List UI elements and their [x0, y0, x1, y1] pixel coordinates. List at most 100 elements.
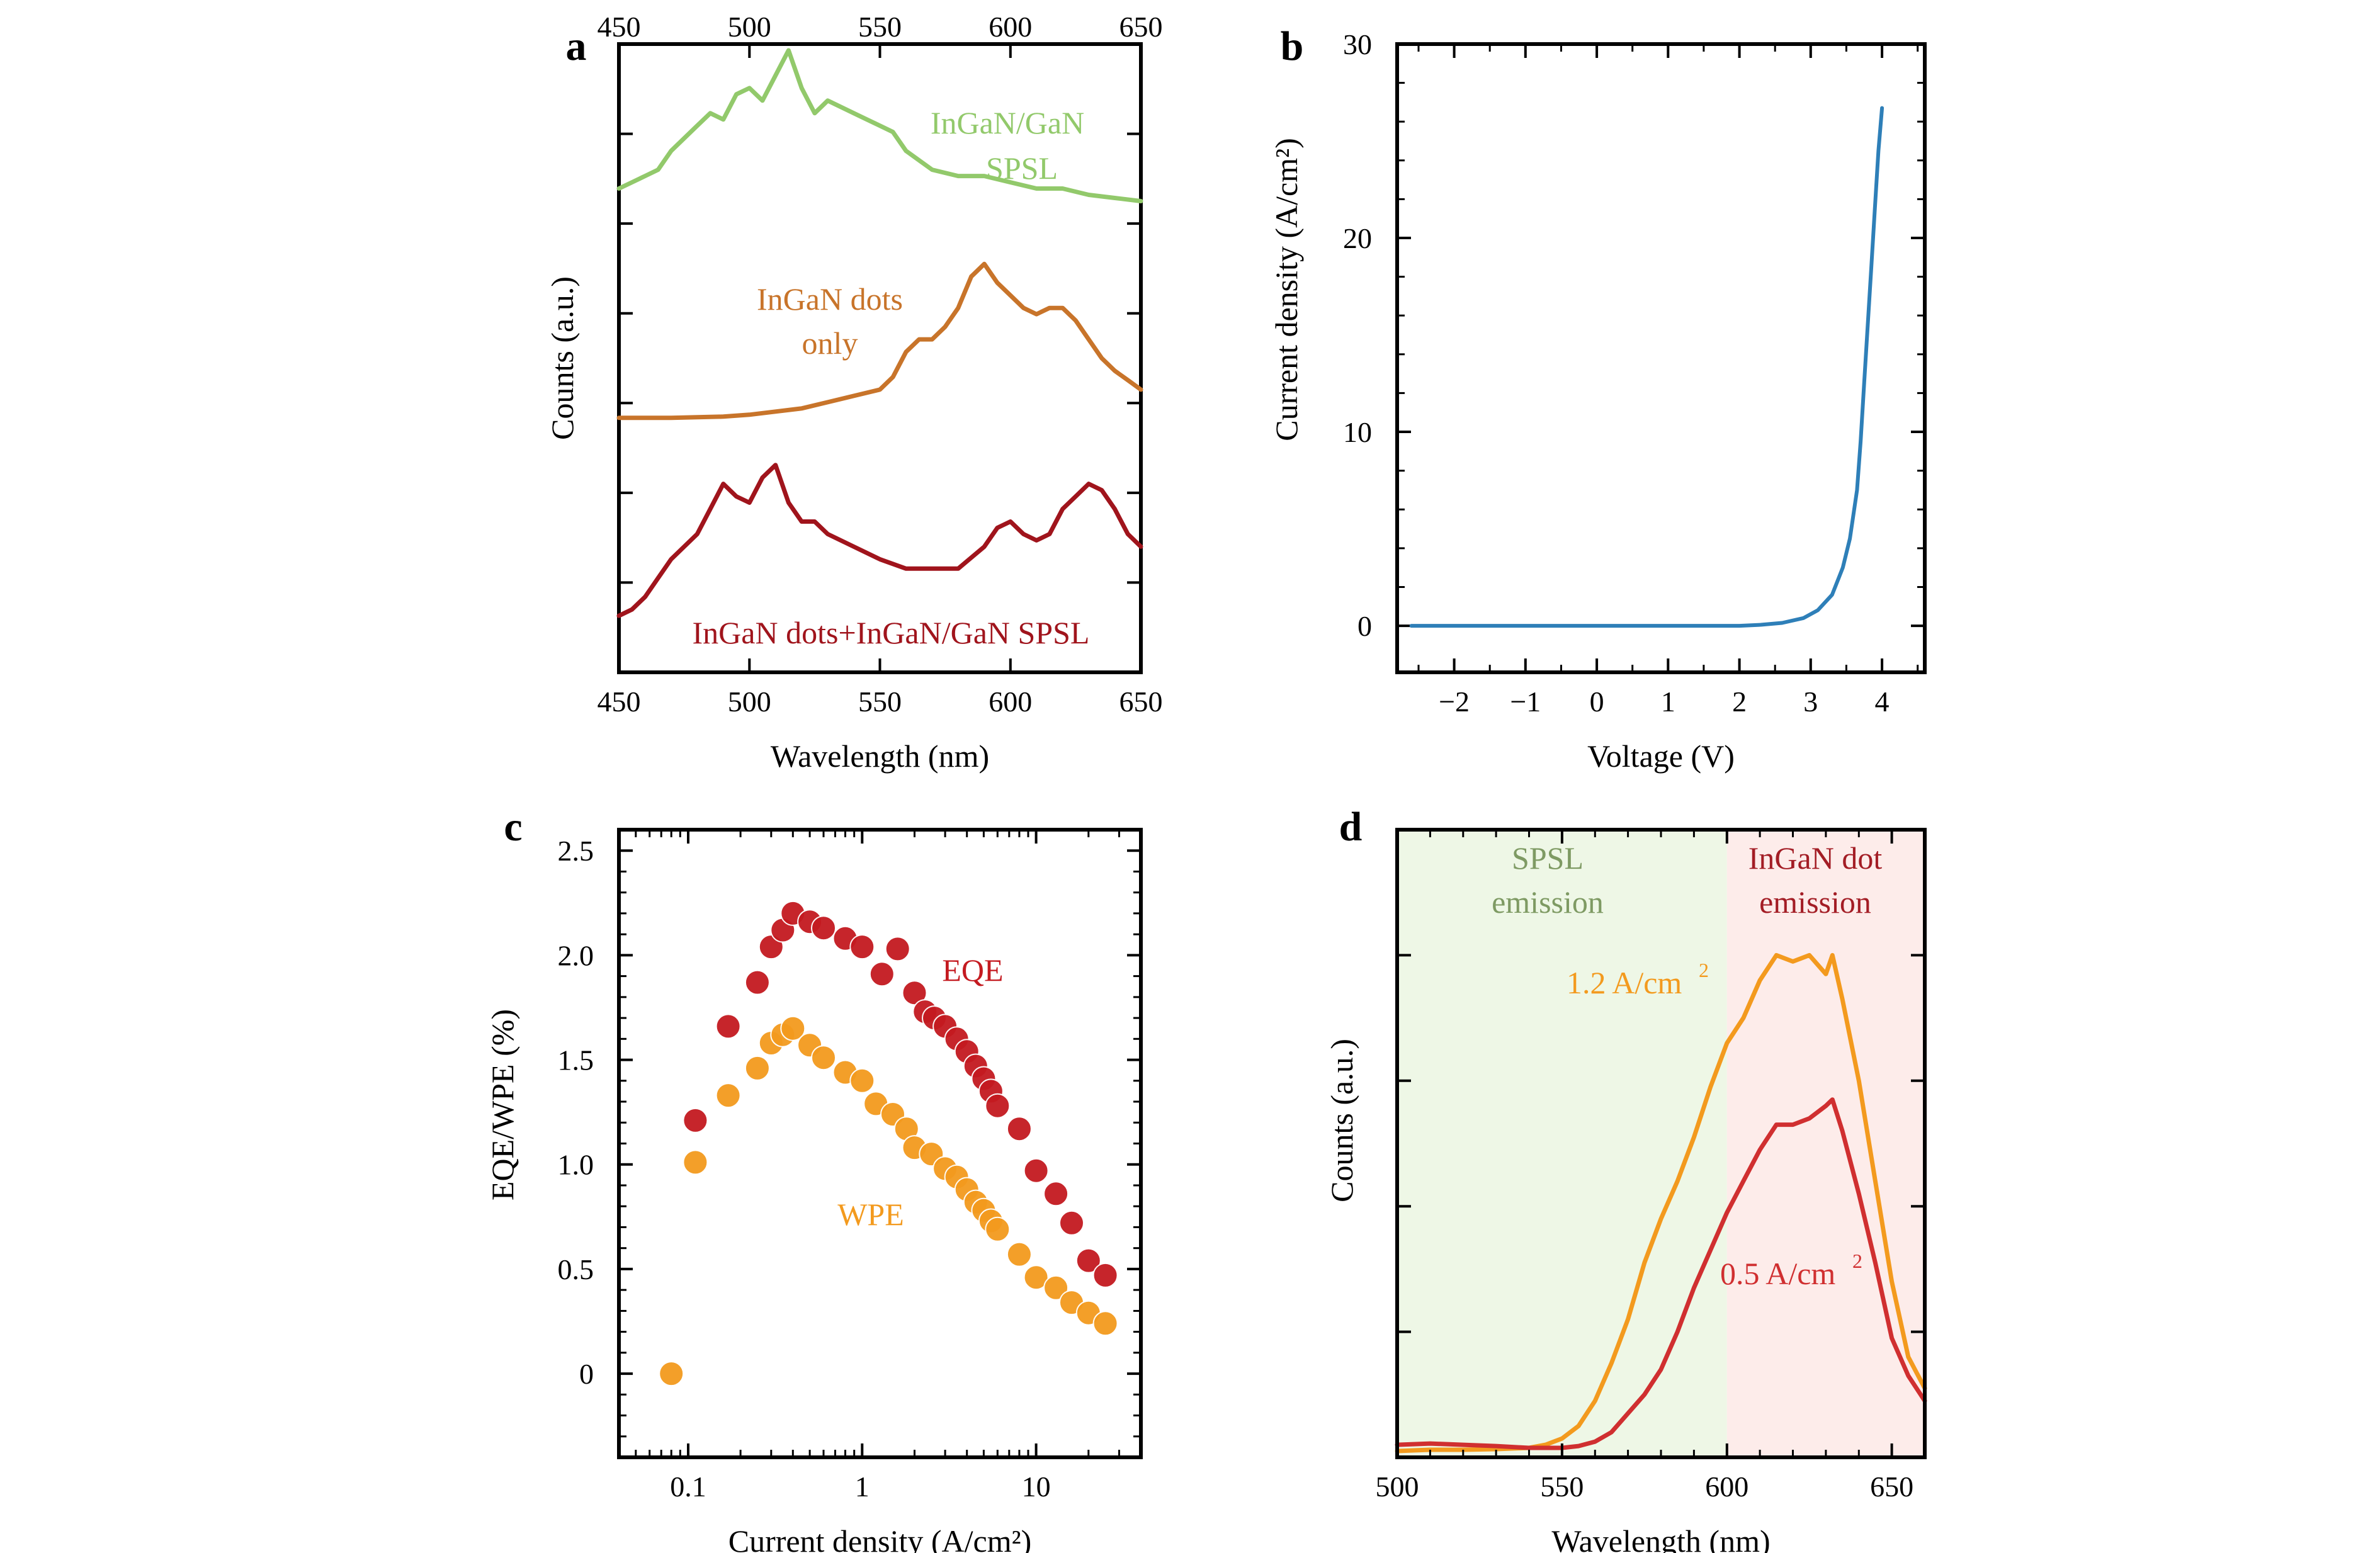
panel-d-series-label-sup: 2 — [1852, 1250, 1862, 1272]
panel-a: 450 450 500 500 550 550 600 600 650 650 InGaN/GaN S… — [545, 11, 1163, 774]
panel-b-x-tick-label: −1 — [1510, 686, 1541, 718]
panel-c-wpe-point — [780, 1015, 806, 1041]
panel-c-eqe-point — [885, 936, 910, 962]
panel-a-series-line-1 — [616, 261, 1143, 421]
panel-c-label: c — [504, 804, 522, 850]
panel-b-series-line-0 — [1409, 106, 1884, 628]
panel-b-x-tick-label: 2 — [1732, 686, 1747, 718]
panel-c-eqe-point — [1059, 1210, 1084, 1236]
panel-d-x-tick-label: 600 — [1705, 1471, 1748, 1503]
panel-a-series-label: SPSL — [986, 150, 1058, 186]
panel-c-wpe-point — [683, 1149, 708, 1175]
panel-a-label: a — [566, 23, 587, 69]
panel-c-x-tick-label: 1 — [855, 1471, 870, 1503]
panel-d-region-label: SPSL — [1512, 840, 1584, 876]
panel-c-wpe-point — [811, 1045, 836, 1071]
panel-c: 0.1 1 10 0 0.5 1.0 1.5 2.0 2.5 EQE WPE Current dens… — [485, 804, 1143, 1553]
panel-a-series-line-2 — [616, 463, 1143, 618]
panel-d-label: d — [1339, 804, 1363, 850]
panel-c-eqe-point — [869, 961, 895, 987]
panel-c-series-label: WPE — [837, 1197, 904, 1232]
panel-b-plot-frame — [1395, 42, 1927, 674]
panel-d-x-tick-label: 550 — [1540, 1471, 1584, 1503]
panel-b-x-axis-title: Voltage (V) — [1587, 738, 1735, 774]
panel-a-x2-tick-label: 550 — [858, 11, 902, 43]
panel-c-eqe-point — [744, 969, 770, 995]
panel-d: 500 550 600 650 SPSL emission InGaN dot emissio… — [1324, 804, 1927, 1553]
panel-a-x-tick-label: 500 — [728, 686, 771, 718]
panel-c-eqe-point — [715, 1014, 741, 1039]
panel-c-y-tick-label: 0 — [579, 1358, 594, 1390]
panel-c-wpe-point — [1092, 1311, 1118, 1336]
panel-a-x-tick-label: 600 — [989, 686, 1032, 718]
panel-a-series-label: InGaN dots+InGaN/GaN SPSL — [693, 615, 1090, 650]
panel-c-series-label: EQE — [942, 952, 1003, 988]
panel-c-plot-frame — [617, 828, 1143, 1459]
panel-b-y-tick-label: 0 — [1357, 610, 1372, 642]
panel-c-y-tick-label: 0.5 — [558, 1253, 594, 1285]
panel-d-region-0 — [1397, 830, 1727, 1457]
panel-c-wpe-point — [1043, 1275, 1069, 1301]
panel-c-wpe-point — [659, 1361, 684, 1387]
panel-b-y-tick-label: 30 — [1343, 28, 1372, 60]
panel-c-eqe-point — [1043, 1181, 1069, 1207]
panel-d-region-label: InGaN dot — [1748, 840, 1883, 876]
panel-d-x-tick-label: 500 — [1376, 1471, 1419, 1503]
panel-b: −2 −1 0 1 2 3 4 0 10 20 30 Voltage (V) Current densi… — [1269, 23, 1927, 774]
panel-c-y-axis-title: EQE/WPE (%) — [485, 1009, 520, 1200]
panel-d-series-line-0 — [1395, 952, 1927, 1454]
panel-c-eqe-point — [902, 980, 927, 1006]
panel-c-x-tick-label: 0.1 — [670, 1471, 706, 1503]
panel-c-y-tick-label: 1.0 — [558, 1149, 594, 1181]
panel-c-wpe-point — [744, 1055, 770, 1081]
panel-b-x-tick-label: 4 — [1875, 686, 1890, 718]
panel-d-x-axis-title: Wavelength (nm) — [1551, 1523, 1770, 1553]
panel-a-x2-tick-label: 650 — [1119, 11, 1163, 43]
panel-b-y-axis-title: Current density (A/cm²) — [1269, 138, 1304, 441]
panel-a-x2-tick-label: 600 — [989, 11, 1032, 43]
panel-a-x2-tick-label: 450 — [598, 11, 641, 43]
panel-a-x-tick-label: 450 — [598, 686, 641, 718]
panel-c-y-tick-label: 2.5 — [558, 835, 594, 867]
panel-c-x-axis-title: Current density (A/cm²) — [728, 1523, 1032, 1553]
panel-d-series-label-sup: 2 — [1699, 959, 1709, 981]
panel-d-x-tick-label: 650 — [1870, 1471, 1913, 1503]
panel-b-label: b — [1281, 23, 1304, 69]
panel-a-series-label: InGaN/GaN — [931, 105, 1084, 140]
panel-c-wpe-point — [715, 1083, 741, 1109]
panel-d-region-label: emission — [1492, 884, 1604, 920]
panel-b-y-tick-label: 20 — [1343, 222, 1372, 254]
panel-c-x-tick-label: 10 — [1022, 1471, 1051, 1503]
panel-c-eqe-point — [1006, 1116, 1032, 1142]
panel-b-x-tick-label: 1 — [1661, 686, 1675, 718]
panel-c-eqe-point — [985, 1093, 1011, 1119]
panel-a-x2-tick-label: 500 — [728, 11, 771, 43]
panel-d-region-1 — [1726, 830, 1925, 1457]
panel-c-eqe-point — [1023, 1158, 1049, 1183]
panel-b-x-tick-label: 0 — [1590, 686, 1604, 718]
panel-c-wpe-point — [1023, 1265, 1049, 1290]
panel-a-x-tick-label: 550 — [858, 686, 902, 718]
panel-d-series-label: 0.5 A/cm — [1720, 1256, 1835, 1291]
panel-c-eqe-point — [1075, 1248, 1101, 1273]
panel-c-wpe-point — [985, 1216, 1011, 1242]
panel-c-eqe-point — [849, 934, 875, 960]
panel-c-eqe-point — [683, 1107, 708, 1133]
panel-c-wpe-point — [1006, 1241, 1032, 1267]
panel-d-series-label: 1.2 A/cm — [1567, 965, 1682, 1000]
panel-a-x-tick-label: 650 — [1119, 686, 1163, 718]
panel-c-y-tick-label: 1.5 — [558, 1044, 594, 1076]
panel-c-eqe-point — [1092, 1262, 1118, 1288]
panel-a-x-axis-title: Wavelength (nm) — [771, 738, 989, 774]
panel-d-series-line-1 — [1395, 1097, 1927, 1450]
panel-c-eqe-point — [811, 915, 836, 941]
panel-b-x-tick-label: 3 — [1803, 686, 1818, 718]
panel-a-series-line-0 — [616, 48, 1143, 203]
panel-b-x-tick-label: −2 — [1439, 686, 1470, 718]
panel-d-y-axis-title: Counts (a.u.) — [1324, 1039, 1359, 1202]
panel-a-series-label: InGaN dots — [757, 281, 903, 317]
panel-d-region-label: emission — [1759, 884, 1871, 920]
panel-c-wpe-point — [849, 1068, 875, 1093]
panel-c-y-tick-label: 2.0 — [558, 939, 594, 971]
